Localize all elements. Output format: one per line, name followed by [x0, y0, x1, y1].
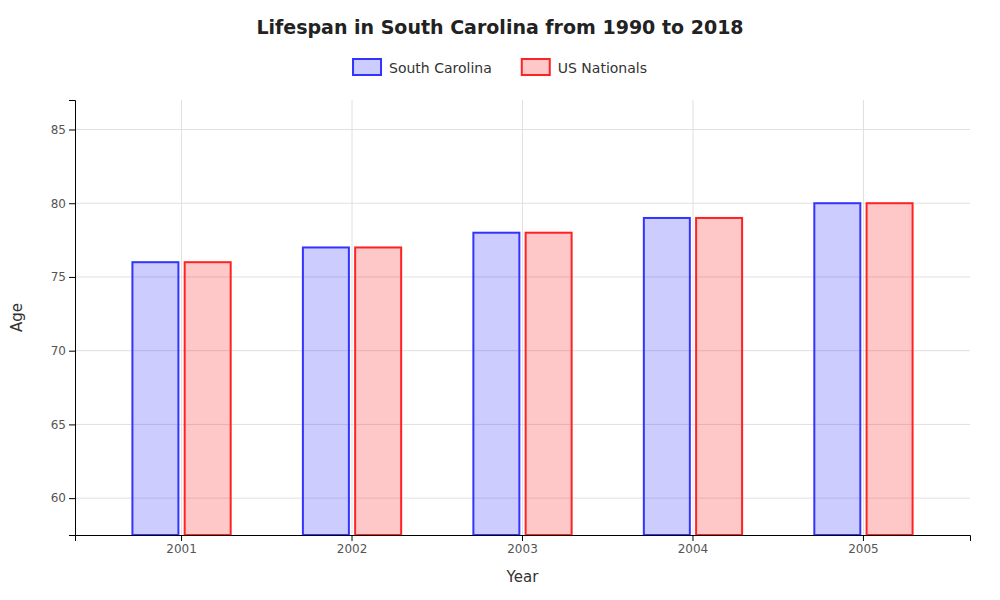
legend-item: South Carolina	[353, 59, 492, 76]
title: Lifespan in South Carolina from 1990 to …	[256, 16, 743, 38]
y-axis-line	[69, 101, 76, 536]
x-axis: 2001 2002 2003 2004 2005	[76, 535, 971, 556]
x-grid-line	[692, 100, 693, 535]
y-tick-label: 70	[51, 344, 66, 358]
y-tick-label: 85	[51, 123, 66, 137]
x-tick-mark	[181, 535, 182, 541]
y-tick: 85	[51, 123, 75, 137]
bar	[526, 233, 572, 535]
bar	[867, 203, 913, 535]
plot-area: 2001 2002 2003 2004 2005 60 65 70 75 80 85	[51, 100, 971, 556]
legend-item: US Nationals	[522, 59, 647, 76]
x-tick-label: 2001	[166, 542, 197, 556]
bar	[185, 262, 231, 535]
x-tick-label: 2005	[848, 542, 879, 556]
y-tick-mark	[69, 498, 75, 499]
x-grid-line	[352, 100, 353, 535]
x-tick-mark	[352, 535, 353, 541]
chart: 2001 2002 2003 2004 2005 60 65 70 75 80 85 Lifespan…	[0, 0, 1000, 600]
x-grid-line	[181, 100, 182, 535]
legend-label: US Nationals	[558, 60, 647, 76]
bar	[132, 262, 178, 535]
y-tick: 80	[51, 197, 75, 211]
y-tick-label: 75	[51, 270, 66, 284]
x-tick: 2001	[166, 535, 197, 556]
y-tick: 75	[51, 270, 75, 284]
legend-swatch	[353, 59, 381, 75]
bar	[303, 247, 349, 535]
y-tick-mark	[69, 351, 75, 352]
y-tick-label: 65	[51, 418, 66, 432]
y-tick-label: 80	[51, 197, 66, 211]
x-grid-line	[863, 100, 864, 535]
x-axis-title: Year	[506, 568, 540, 586]
bar	[473, 233, 519, 535]
y-tick-mark	[69, 277, 75, 278]
bar	[814, 203, 860, 535]
x-axis-line	[76, 536, 971, 542]
y-tick-mark	[69, 129, 75, 130]
x-tick-label: 2004	[678, 542, 709, 556]
x-tick-mark	[522, 535, 523, 541]
x-tick: 2004	[678, 535, 709, 556]
x-tick-label: 2002	[337, 542, 368, 556]
y-tick: 60	[51, 491, 75, 505]
bars	[132, 203, 912, 535]
y-tick-mark	[69, 203, 75, 204]
y-axis-title: Age	[8, 303, 26, 332]
x-grid-line	[522, 100, 523, 535]
x-tick: 2003	[507, 535, 538, 556]
x-tick-label: 2003	[507, 542, 538, 556]
x-tick-mark	[692, 535, 693, 541]
legend-label: South Carolina	[389, 60, 492, 76]
x-tick-mark	[863, 535, 864, 541]
y-tick: 65	[51, 418, 75, 432]
grid	[75, 100, 970, 535]
y-tick-label: 60	[51, 491, 66, 505]
x-tick: 2002	[337, 535, 368, 556]
bar	[644, 218, 690, 535]
bar	[696, 218, 742, 535]
legend-swatch	[522, 59, 550, 75]
y-tick: 70	[51, 344, 75, 358]
bar	[355, 247, 401, 535]
bar-series	[132, 203, 860, 535]
x-tick: 2005	[848, 535, 879, 556]
y-axis: 60 65 70 75 80 85	[51, 101, 76, 536]
y-tick-mark	[69, 424, 75, 425]
bar-series	[185, 203, 913, 535]
legend: South Carolina US Nationals	[353, 59, 647, 76]
